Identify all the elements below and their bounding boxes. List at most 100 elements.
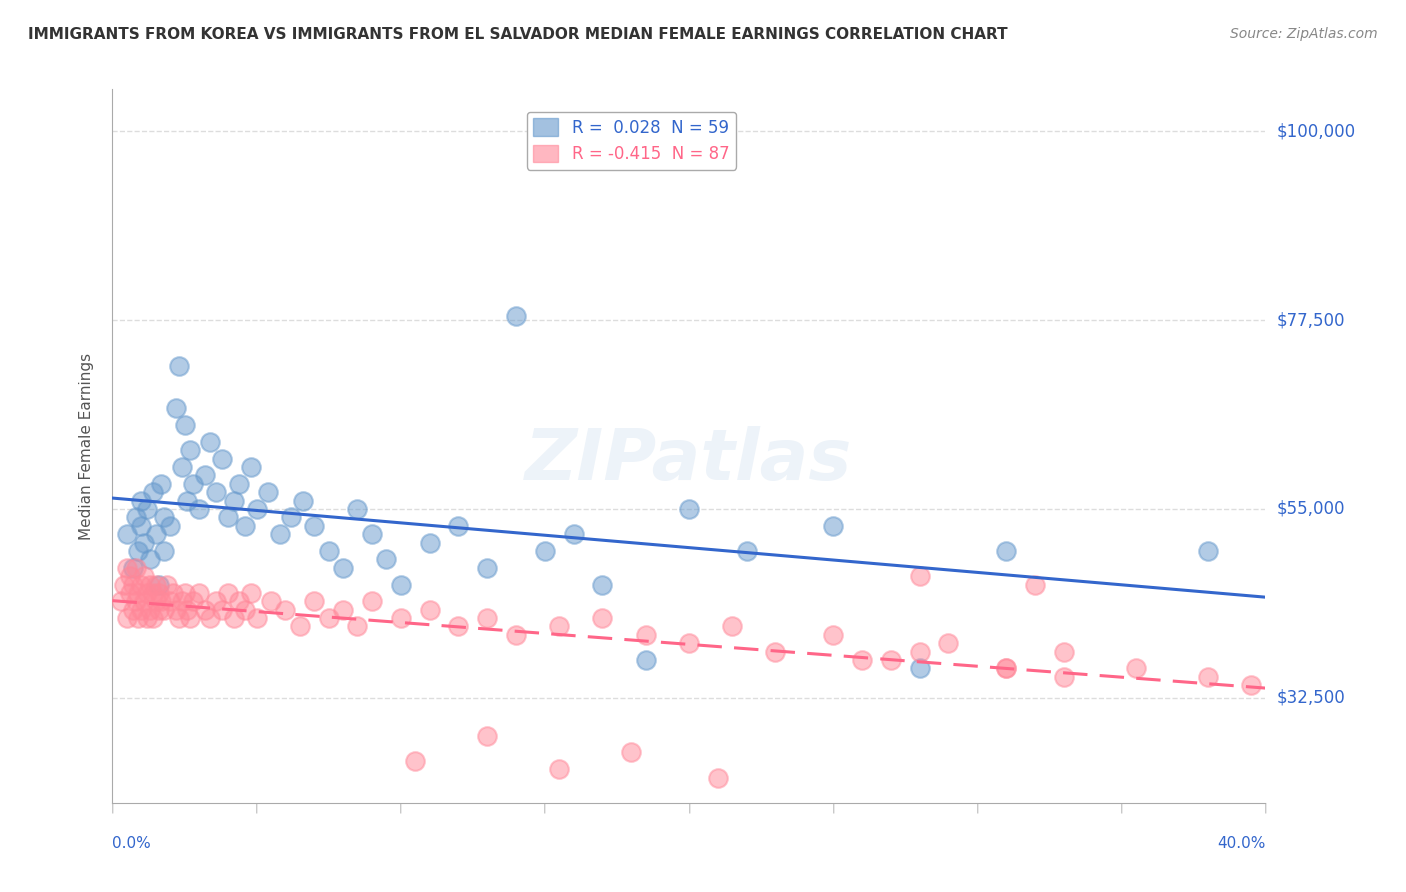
- Point: [389, 577, 412, 591]
- Point: [153, 603, 176, 617]
- Point: [995, 661, 1018, 675]
- Point: [136, 586, 159, 600]
- Point: [173, 586, 195, 600]
- Point: [139, 577, 162, 591]
- Point: [280, 510, 302, 524]
- Point: [375, 552, 398, 566]
- Point: [222, 493, 245, 508]
- Point: [360, 594, 382, 608]
- Point: [936, 636, 959, 650]
- Point: [115, 611, 138, 625]
- Point: [233, 603, 256, 617]
- Point: [170, 460, 193, 475]
- Point: [148, 577, 170, 591]
- Point: [304, 594, 326, 608]
- Text: |: |: [399, 803, 402, 814]
- Point: [592, 577, 614, 591]
- Point: [1197, 670, 1219, 684]
- Point: [188, 586, 211, 600]
- Point: [475, 611, 499, 625]
- Point: [1024, 577, 1046, 591]
- Point: [360, 527, 382, 541]
- Text: |: |: [254, 803, 259, 814]
- Point: [217, 586, 239, 600]
- Point: [419, 603, 441, 617]
- Point: [129, 518, 153, 533]
- Point: [548, 619, 571, 633]
- Point: [150, 594, 173, 608]
- Point: [562, 527, 585, 541]
- Point: [136, 502, 159, 516]
- Point: [129, 493, 153, 508]
- Point: [136, 611, 159, 625]
- Point: [288, 619, 311, 633]
- Point: [995, 544, 1018, 558]
- Point: [634, 628, 657, 642]
- Text: |: |: [976, 803, 979, 814]
- Point: [145, 527, 167, 541]
- Point: [1240, 678, 1263, 692]
- Point: [121, 603, 143, 617]
- Point: [851, 653, 873, 667]
- Point: [228, 594, 250, 608]
- Point: [475, 560, 499, 574]
- Text: IMMIGRANTS FROM KOREA VS IMMIGRANTS FROM EL SALVADOR MEDIAN FEMALE EARNINGS CORR: IMMIGRANTS FROM KOREA VS IMMIGRANTS FROM…: [28, 27, 1008, 42]
- Point: [179, 443, 201, 458]
- Text: Source: ZipAtlas.com: Source: ZipAtlas.com: [1230, 27, 1378, 41]
- Text: $32,500: $32,500: [1277, 689, 1346, 706]
- Point: [228, 476, 250, 491]
- Point: [145, 577, 167, 591]
- Point: [127, 586, 149, 600]
- Point: [678, 502, 700, 516]
- Text: $77,500: $77,500: [1277, 311, 1346, 329]
- Text: $55,000: $55,000: [1277, 500, 1346, 518]
- Point: [260, 594, 283, 608]
- Text: |: |: [1264, 803, 1267, 814]
- Point: [332, 603, 354, 617]
- Point: [118, 569, 141, 583]
- Point: [124, 594, 146, 608]
- Point: [447, 619, 470, 633]
- Point: [200, 611, 222, 625]
- Text: 0.0%: 0.0%: [112, 837, 152, 851]
- Point: [211, 451, 233, 466]
- Point: [200, 434, 222, 449]
- Point: [548, 762, 571, 776]
- Point: [211, 603, 233, 617]
- Point: [127, 544, 149, 558]
- Point: [156, 577, 179, 591]
- Point: [505, 309, 527, 323]
- Point: [145, 594, 167, 608]
- Point: [821, 518, 844, 533]
- Point: [318, 611, 340, 625]
- Point: [217, 510, 239, 524]
- Point: [118, 586, 141, 600]
- Point: [765, 645, 787, 659]
- Point: [110, 594, 132, 608]
- Point: [707, 771, 730, 785]
- Point: [150, 476, 173, 491]
- Point: [304, 518, 326, 533]
- Point: [534, 544, 557, 558]
- Point: [634, 653, 657, 667]
- Text: |: |: [111, 803, 114, 814]
- Point: [239, 460, 262, 475]
- Point: [148, 603, 170, 617]
- Point: [139, 603, 162, 617]
- Point: [721, 619, 744, 633]
- Point: [291, 493, 314, 508]
- Point: [346, 619, 368, 633]
- Point: [404, 754, 426, 768]
- Point: [1125, 661, 1147, 675]
- Point: [1197, 544, 1219, 558]
- Y-axis label: Median Female Earnings: Median Female Earnings: [79, 352, 94, 540]
- Point: [112, 577, 135, 591]
- Point: [274, 603, 297, 617]
- Point: [821, 628, 844, 642]
- Point: [205, 485, 228, 500]
- Text: |: |: [688, 803, 690, 814]
- Text: |: |: [543, 803, 547, 814]
- Point: [179, 611, 201, 625]
- Point: [142, 485, 165, 500]
- Point: [181, 476, 204, 491]
